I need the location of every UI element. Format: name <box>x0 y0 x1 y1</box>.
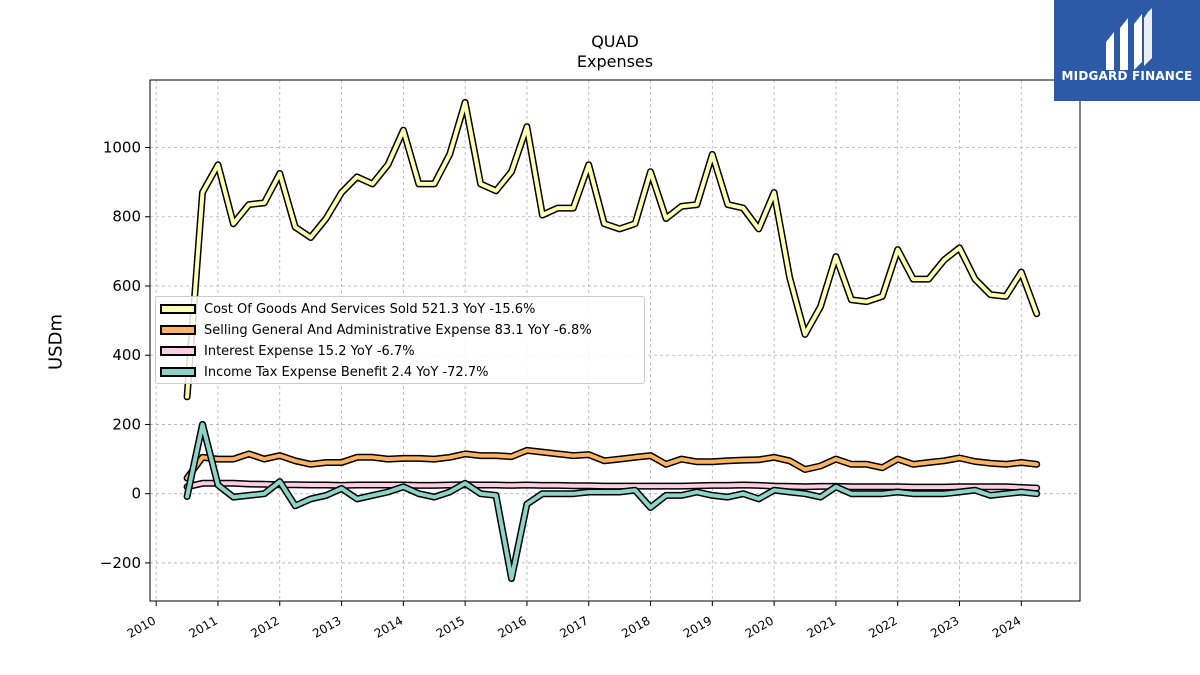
legend-swatch <box>160 304 196 314</box>
legend-entry: Cost Of Goods And Services Sold 521.3 Yo… <box>160 299 535 319</box>
series-line <box>185 448 1039 481</box>
x-tick-label: 2024 <box>990 613 1023 640</box>
legend-entry: Selling General And Administrative Expen… <box>160 320 592 340</box>
x-tick-label: 2019 <box>681 613 714 640</box>
brand-name: MIDGARD FINANCE <box>1061 69 1193 83</box>
legend-label: Selling General And Administrative Expen… <box>204 322 592 338</box>
x-tick-label: 2011 <box>187 613 220 640</box>
chart-subtitle: Expenses <box>576 52 654 71</box>
series-line <box>185 481 1039 491</box>
y-tick-label: −200 <box>100 554 141 572</box>
legend-label: Interest Expense 15.2 YoY -6.7% <box>204 343 415 359</box>
legend-swatch <box>160 367 196 377</box>
y-tick-label: 200 <box>112 415 141 433</box>
legend-swatch <box>160 325 196 335</box>
series-line <box>185 422 1039 581</box>
y-axis-label: USDm <box>45 314 67 370</box>
x-tick-label: 2023 <box>928 613 961 640</box>
x-tick-label: 2010 <box>125 613 158 640</box>
chart-legend: Cost Of Goods And Services Sold 521.3 Yo… <box>155 296 645 384</box>
x-tick-label: 2016 <box>496 613 529 640</box>
legend-label: Income Tax Expense Benefit 2.4 YoY -72.7… <box>204 364 489 380</box>
legend-label: Cost Of Goods And Services Sold 521.3 Yo… <box>204 301 536 317</box>
x-tick-label: 2018 <box>619 613 652 640</box>
x-tick-label: 2015 <box>434 613 467 640</box>
series-line <box>185 100 1039 399</box>
y-tick-label: 800 <box>112 208 141 226</box>
chart-title: QUAD <box>591 32 639 51</box>
series-outline <box>183 420 1041 582</box>
brand-mark-icon <box>1106 8 1152 70</box>
x-tick-label: 2022 <box>866 613 899 640</box>
legend-entry: Interest Expense 15.2 YoY -6.7% <box>160 341 415 361</box>
y-tick-label: 0 <box>131 485 141 503</box>
x-tick-label: 2013 <box>310 613 343 640</box>
x-tick-label: 2017 <box>557 613 590 640</box>
plot-frame <box>149 79 1081 602</box>
x-tick-label: 2021 <box>804 613 837 640</box>
y-tick-label: 600 <box>112 277 141 295</box>
y-tick-label: 400 <box>112 346 141 364</box>
x-tick-label: 2020 <box>743 613 776 640</box>
x-tick-label: 2012 <box>248 613 281 640</box>
y-tick-label: 1000 <box>103 139 141 157</box>
brand-logo: MIDGARD FINANCE <box>1054 0 1200 101</box>
x-tick-label: 2014 <box>372 613 405 640</box>
legend-entry: Income Tax Expense Benefit 2.4 YoY -72.7… <box>160 362 488 382</box>
legend-swatch <box>160 346 196 356</box>
